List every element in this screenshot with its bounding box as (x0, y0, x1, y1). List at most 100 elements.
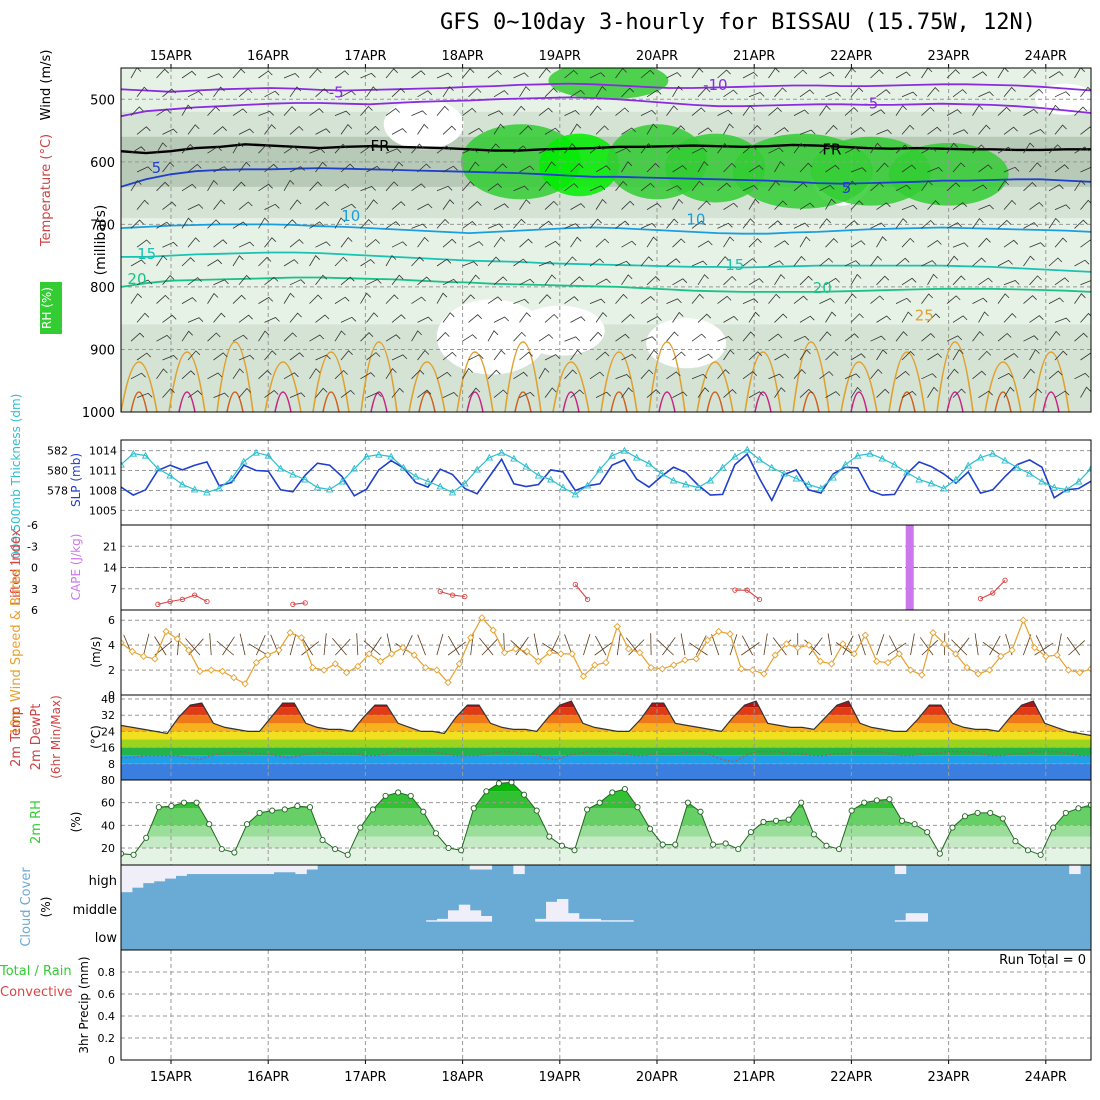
wind-barb (876, 129, 892, 135)
rh2m-marker (495, 780, 502, 787)
isotherm-25-bump (360, 341, 398, 412)
wind-barb (774, 127, 789, 135)
wind-barb (748, 391, 764, 398)
cloud-clear-high (208, 865, 220, 875)
thickness-marker (804, 480, 813, 488)
wind-tick-label: 4 (108, 639, 115, 652)
rh2m-marker (760, 818, 767, 825)
rh-dry-patch (436, 299, 547, 375)
wind10m-barb (479, 637, 494, 656)
wind-barb (1074, 293, 1086, 304)
wind10m-marker (331, 660, 339, 668)
wind-barb (213, 392, 229, 398)
li-marker (192, 592, 198, 598)
wind-barb (1054, 350, 1068, 361)
wind-barb (187, 124, 200, 135)
wind-barb (570, 316, 586, 323)
wind-barb (768, 220, 783, 229)
wind-barb (289, 312, 302, 323)
wind-barb (595, 278, 611, 286)
wind-barb (768, 260, 784, 267)
wind-barb (1074, 259, 1090, 267)
wind-barb (315, 314, 330, 323)
wind-barb (768, 333, 783, 342)
wind-barb (462, 181, 475, 192)
wind-barb (748, 125, 762, 135)
thickness-marker (829, 473, 837, 481)
li-tick-label: -3 (27, 540, 38, 553)
temp-band (121, 739, 1091, 748)
wind-barb (946, 182, 961, 192)
wind-barb (462, 261, 478, 267)
rh2m-marker (521, 791, 528, 798)
wind10m-barb (402, 635, 413, 656)
wind10m-marker (139, 652, 148, 661)
wind-barb (487, 223, 504, 229)
wind-barb (334, 110, 351, 116)
wind-barb (181, 370, 196, 380)
precip-ylabel: 3hr Precip (mm) (77, 956, 91, 1053)
wind-barb (666, 185, 682, 192)
isotherm-30-bump (562, 391, 580, 412)
cloud-clear-mid (894, 920, 907, 922)
wind-barb (334, 369, 348, 380)
wind-barb (850, 353, 866, 361)
thickness-marker (522, 462, 530, 470)
wind-barb (538, 147, 555, 154)
wind-barb (136, 166, 153, 173)
temp-tick-label: 24 (101, 725, 115, 738)
wind-barb (564, 369, 577, 380)
wind-barb (819, 331, 832, 342)
thickness-marker (890, 460, 899, 468)
wind-barb (1003, 166, 1020, 173)
wind10m-marker (241, 680, 249, 688)
wind10m-marker (467, 634, 475, 642)
thickness-marker (1038, 477, 1046, 485)
wind-barb (621, 313, 635, 323)
wind10m-barb (481, 639, 498, 656)
wind-barb (646, 236, 658, 248)
temperature-legend-label: Temperature (°C) (39, 134, 54, 247)
date-label-bottom: 20APR (636, 1070, 678, 1085)
wind10m-marker (692, 655, 700, 663)
wind-barb (468, 161, 480, 173)
wind-barb (264, 276, 279, 286)
wind10m-marker (557, 650, 565, 658)
wind10m-marker (703, 636, 712, 644)
cloud-clear-high (219, 865, 231, 875)
wind-barb (493, 316, 509, 323)
wind-barb (768, 107, 782, 116)
wind-barb (136, 279, 153, 286)
wind-barb (1054, 390, 1070, 398)
wind-barb (232, 294, 246, 304)
isotherm-25-bump (408, 361, 446, 412)
wind10m-marker (782, 640, 791, 648)
temp2m-units: (°C) (89, 725, 103, 749)
thickness-marker (154, 464, 162, 472)
wind-barb (487, 369, 501, 380)
wind-barb (825, 311, 837, 323)
wind-barb (493, 163, 508, 173)
wind-barb (978, 390, 993, 398)
wind10m-barb (222, 636, 235, 656)
wind-barb (640, 369, 654, 380)
wind-barb (1048, 71, 1064, 79)
cloud-clear-mid (546, 901, 558, 922)
wind-barb (442, 392, 459, 398)
wind-barb (462, 68, 475, 79)
wind-barb (946, 335, 963, 342)
rh2m-marker (445, 844, 452, 852)
rh2m-marker (571, 847, 578, 854)
wind-barb (417, 349, 430, 361)
rh2m-marker (1037, 851, 1044, 858)
wind-barb (697, 353, 713, 361)
wind-barb (895, 105, 907, 116)
wind-barb (1080, 239, 1091, 248)
wind-barb (595, 125, 609, 135)
date-label-top: 21APR (733, 49, 775, 64)
wind-barb (136, 239, 151, 248)
wind-barb (640, 143, 653, 154)
wind-barb (462, 294, 475, 304)
wind-barb (334, 256, 348, 267)
wind10m-marker (974, 670, 982, 678)
